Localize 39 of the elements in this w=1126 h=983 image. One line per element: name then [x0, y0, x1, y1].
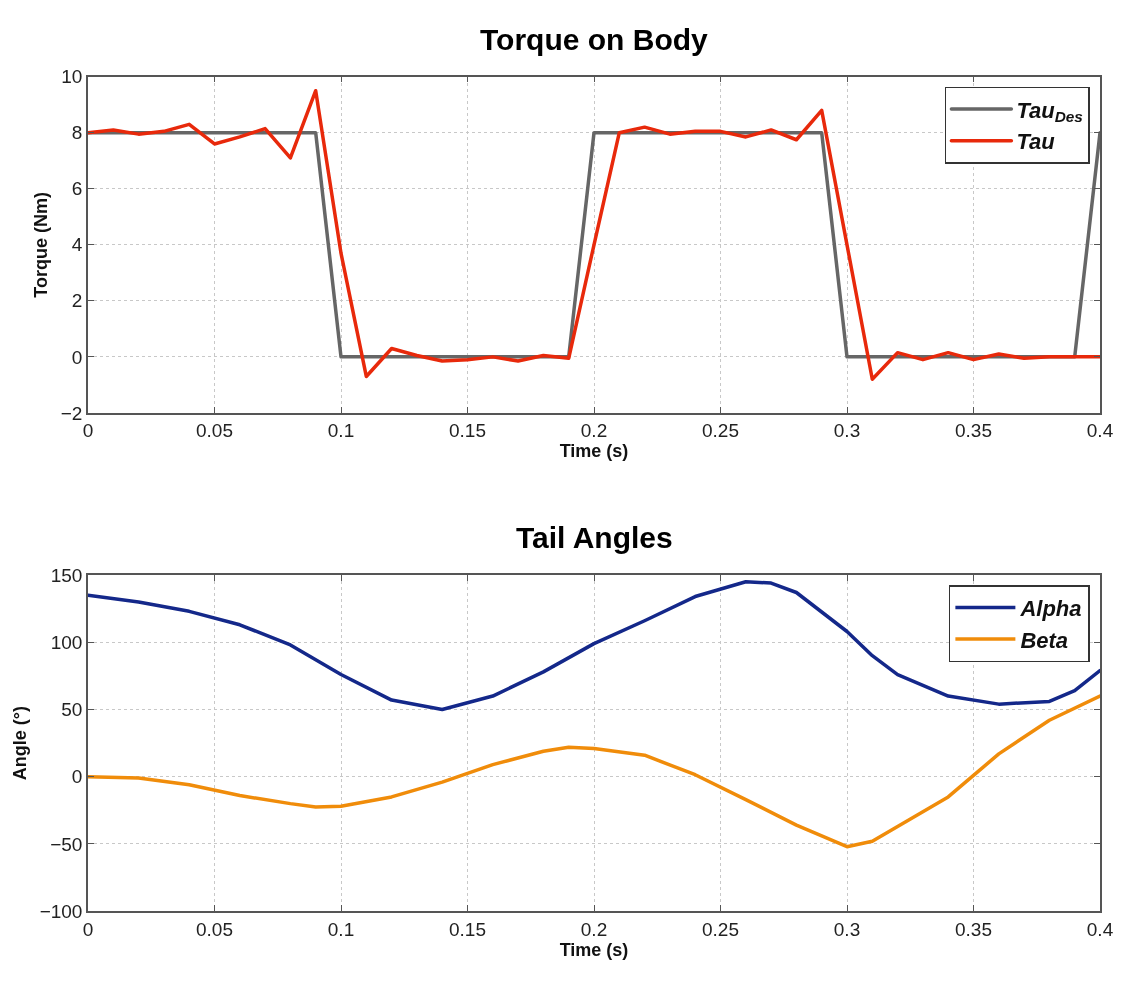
x-axis-title: Time (s)	[559, 939, 629, 960]
x-tick-label: 0.3	[833, 918, 861, 940]
x-tick-label: 0.2	[580, 420, 608, 442]
y-tick-label: 4	[71, 234, 83, 256]
x-tick-label: 0.15	[449, 918, 486, 940]
chart-title: Tail Angles	[516, 521, 673, 554]
x-tick-label: 0.3	[833, 420, 861, 442]
y-tick-label: 0	[71, 346, 83, 368]
x-axis-title: Time (s)	[559, 441, 629, 462]
y-tick-label: 8	[71, 122, 83, 144]
legend-label: Beta	[1020, 627, 1069, 653]
chart-title: Torque on Body	[480, 23, 709, 56]
x-tick-label: 0.4	[1086, 420, 1114, 442]
legend-label: Alpha	[1019, 596, 1082, 621]
x-tick-label: 0.2	[580, 918, 608, 940]
x-tick-label: 0.1	[327, 420, 355, 442]
x-tick-label: 0.05	[196, 420, 233, 442]
y-tick-label: −2	[60, 402, 83, 424]
y-axis-title: Torque (Nm)	[31, 191, 52, 298]
y-tick-label: 50	[61, 699, 83, 721]
x-tick-label: 0.4	[1086, 918, 1114, 940]
y-tick-label: 100	[50, 631, 83, 653]
x-tick-label: 0.1	[327, 918, 355, 940]
y-axis-title: Angle (°)	[10, 706, 31, 781]
y-tick-label: 10	[61, 66, 83, 88]
x-tick-label: 0.25	[702, 918, 739, 940]
x-tick-label: 0.35	[955, 918, 992, 940]
y-tick-label: −50	[50, 833, 83, 855]
y-tick-label: −100	[39, 900, 83, 922]
y-tick-label: 2	[71, 290, 83, 312]
x-tick-label: 0.35	[955, 420, 992, 442]
legend-label: Tau$_{Des}$	[1016, 97, 1084, 126]
x-tick-label: 0.25	[702, 420, 739, 442]
x-tick-label: 0.05	[196, 918, 233, 940]
y-tick-label: 0	[71, 766, 83, 788]
y-tick-label: 150	[50, 564, 83, 586]
y-tick-label: 6	[71, 178, 83, 200]
legend-label: Tau	[1016, 129, 1056, 155]
x-tick-label: 0.15	[449, 420, 486, 442]
